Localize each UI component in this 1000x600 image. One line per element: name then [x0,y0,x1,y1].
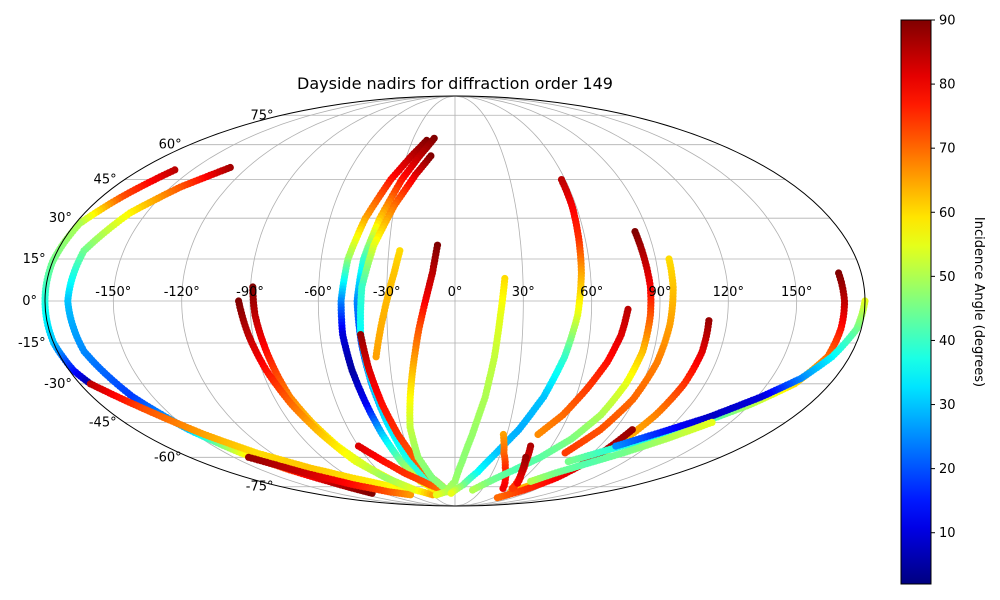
graticule [45,95,865,507]
data-point [561,449,569,457]
lon-tick-label: 120° [713,285,744,300]
lon-tick-label: -150° [95,285,131,300]
colorbar-tick-label: 90 [939,14,956,29]
colorbar-label: Incidence Angle (degrees) [971,217,986,387]
colorbar-tick-label: 20 [939,462,956,477]
data-points [41,134,869,502]
lon-tick-label: 30° [512,285,535,300]
data-point [527,477,535,485]
colorbar-gradient [900,19,932,585]
lat-tick-label: -30° [44,377,72,392]
lon-tick-label: 60° [580,285,603,300]
colorbar-tick-label: 50 [939,270,956,285]
colorbar: 10 20 30 40 50 60 70 80 90 Incidence Angle (degre… [900,14,986,585]
lon-tick-label: -120° [164,285,200,300]
colorbar-tick-label: 70 [939,142,956,157]
colorbar-tick-label: 10 [939,526,956,541]
axis-tick-labels: -150° -120° -90° -60° -30° 0° 30° 60° 90° 120° 150… [18,108,812,494]
lon-tick-label: 150° [781,285,812,300]
colorbar-tick-label: 80 [939,78,956,93]
lat-tick-label: -75° [246,480,274,495]
lat-tick-label: -15° [18,336,46,351]
lon-tick-label: 90° [648,285,671,300]
lon-tick-label: 0° [448,285,463,300]
lat-tick-label: 60° [159,138,182,153]
data-point [469,486,477,494]
lon-tick-label: -60° [304,285,332,300]
lat-tick-label: 45° [94,173,117,188]
data-point [514,479,522,487]
lat-tick-label: -60° [154,450,182,465]
colorbar-tick-label: 60 [939,206,956,221]
lon-tick-label: -90° [236,285,264,300]
lat-tick-label: 30° [49,211,72,226]
data-point [499,484,507,492]
data-point [432,491,440,499]
colorbar-tick-label: 40 [939,334,956,349]
data-point [612,442,620,450]
lat-tick-label: -45° [89,415,117,430]
data-point [508,484,516,492]
data-point [534,430,542,439]
lat-tick-label: 0° [22,294,37,309]
data-point [493,494,501,502]
data-point [372,353,380,361]
data-point [406,491,415,499]
chart-title: Dayside nadirs for diffraction order 149 [297,74,613,93]
lon-tick-label: -30° [373,285,401,300]
lat-tick-label: 75° [250,108,273,123]
lat-tick-label: 15° [23,252,46,267]
map-frame [44,95,866,507]
data-point [447,489,455,497]
data-point [564,458,572,466]
colorbar-tick-label: 30 [939,398,956,413]
